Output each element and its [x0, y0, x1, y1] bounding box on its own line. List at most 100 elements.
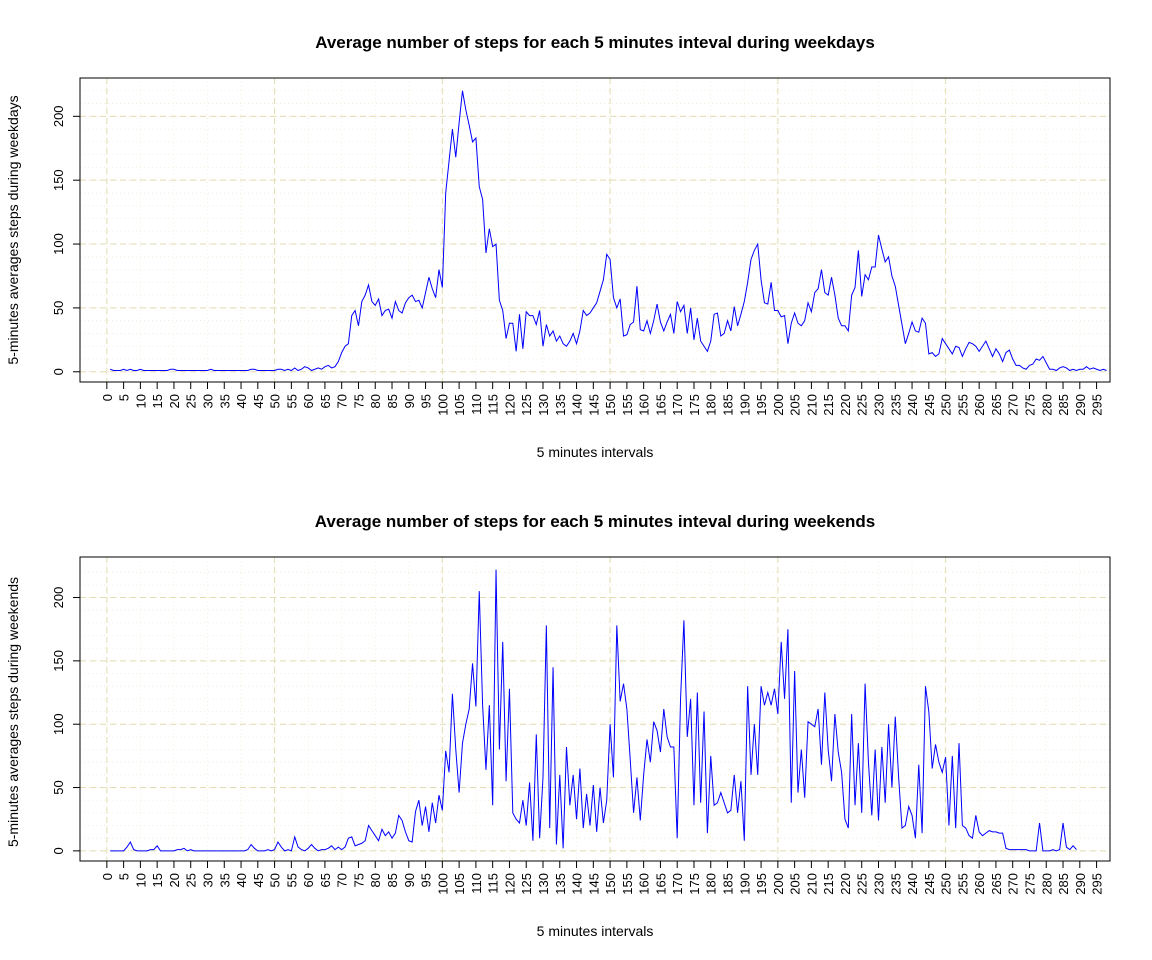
weekdays-x-tick-label: 235	[888, 394, 903, 416]
weekends-x-tick-label: 60	[301, 873, 316, 887]
weekends-x-tick-label: 180	[704, 873, 719, 895]
weekends-x-tick-label: 190	[737, 873, 752, 895]
weekdays-x-tick-label: 225	[855, 394, 870, 416]
weekends-x-tick-label: 0	[100, 873, 115, 880]
weekends-x-tick-label: 285	[1056, 873, 1071, 895]
weekends-series-line	[110, 569, 1077, 852]
weekends-x-tick-label: 80	[368, 873, 383, 887]
weekends-x-tick-label: 225	[855, 873, 870, 895]
weekends-x-tick-label: 120	[502, 873, 517, 895]
weekdays-x-tick-label: 65	[318, 394, 333, 408]
weekends-chart-ylabel: 5-minutes averages steps during weekends	[5, 577, 21, 847]
weekdays-y-tick-label: 0	[51, 368, 66, 375]
weekdays-y-tick-label: 50	[51, 301, 66, 315]
weekends-x-tick-label: 70	[335, 873, 350, 887]
weekdays-x-tick-label: 165	[653, 394, 668, 416]
weekends-x-tick-label: 20	[167, 873, 182, 887]
weekdays-x-tick-label: 170	[670, 394, 685, 416]
weekdays-x-tick-label: 100	[435, 394, 450, 416]
weekends-x-tick-label: 165	[653, 873, 668, 895]
weekdays-x-tick-label: 270	[1006, 394, 1021, 416]
weekends-x-tick-label: 195	[754, 873, 769, 895]
weekdays-chart-plot-box	[79, 77, 1111, 383]
weekends-x-tick-label: 95	[419, 873, 434, 887]
weekdays-chart-grid	[80, 78, 1110, 382]
weekdays-x-tick-label: 145	[586, 394, 601, 416]
weekends-x-tick-label: 115	[486, 873, 501, 894]
weekdays-series-line	[110, 90, 1107, 372]
weekends-x-tick-label: 25	[184, 873, 199, 887]
weekends-x-tick-label: 215	[821, 873, 836, 895]
weekdays-x-tick-label: 20	[167, 394, 182, 408]
weekends-x-tick-label: 140	[570, 873, 585, 895]
weekends-x-tick-label: 75	[351, 873, 366, 887]
weekends-x-tick-label: 35	[217, 873, 232, 887]
weekends-x-tick-label: 100	[435, 873, 450, 895]
weekends-chart-xlabel: 5 minutes intervals	[537, 923, 654, 939]
weekends-x-tick-label: 235	[888, 873, 903, 895]
weekdays-x-tick-label: 90	[402, 394, 417, 408]
weekends-y-tick-label: 50	[51, 780, 66, 794]
weekends-x-tick-label: 125	[519, 873, 534, 895]
weekdays-x-tick-label: 30	[200, 394, 215, 408]
weekends-x-tick-label: 135	[553, 873, 568, 895]
weekdays-x-tick-label: 200	[771, 394, 786, 416]
weekdays-x-tick-label: 35	[217, 394, 232, 408]
weekdays-y-tick-label: 100	[51, 233, 66, 255]
weekends-x-tick-label: 45	[251, 873, 266, 887]
weekdays-x-tick-label: 120	[502, 394, 517, 416]
weekends-x-tick-label: 250	[939, 873, 954, 895]
weekends-x-tick-label: 105	[452, 873, 467, 895]
weekdays-x-tick-label: 255	[955, 394, 970, 416]
weekends-y-tick-label: 150	[51, 650, 66, 672]
weekends-x-tick-label: 50	[268, 873, 283, 887]
weekends-x-tick-label: 85	[385, 873, 400, 887]
weekdays-chart-ylabel: 5-minutes averages steps during weekdays	[5, 95, 21, 364]
weekends-chart: Average number of steps for each 5 minut…	[5, 512, 1111, 939]
weekdays-chart: Average number of steps for each 5 minut…	[5, 33, 1111, 460]
weekends-x-tick-label: 240	[905, 873, 920, 895]
weekdays-x-tick-label: 215	[821, 394, 836, 416]
weekdays-x-tick-label: 195	[754, 394, 769, 416]
weekdays-chart-xlabel: 5 minutes intervals	[537, 444, 654, 460]
weekdays-x-tick-label: 0	[100, 394, 115, 401]
weekdays-x-tick-label: 40	[234, 394, 249, 408]
weekdays-x-tick-label: 275	[1022, 394, 1037, 416]
weekends-x-tick-label: 40	[234, 873, 249, 887]
weekends-x-tick-label: 150	[603, 873, 618, 895]
weekdays-x-tick-label: 95	[419, 394, 434, 408]
weekends-y-tick-label: 0	[51, 847, 66, 854]
weekends-x-tick-label: 200	[771, 873, 786, 895]
weekends-x-tick-label: 280	[1039, 873, 1054, 895]
weekdays-x-tick-label: 280	[1039, 394, 1054, 416]
weekdays-x-tick-label: 25	[184, 394, 199, 408]
weekdays-x-tick-label: 175	[687, 394, 702, 416]
weekdays-y-tick-label: 200	[51, 105, 66, 127]
weekdays-x-tick-label: 220	[838, 394, 853, 416]
weekends-x-tick-label: 110	[469, 873, 484, 894]
weekdays-x-tick-label: 185	[721, 394, 736, 416]
weekends-x-tick-label: 55	[284, 873, 299, 887]
weekdays-x-tick-label: 210	[804, 394, 819, 416]
weekdays-x-tick-label: 190	[737, 394, 752, 416]
weekdays-y-tick-label: 150	[51, 169, 66, 191]
weekends-x-tick-label: 170	[670, 873, 685, 895]
weekends-x-tick-label: 30	[200, 873, 215, 887]
weekdays-x-tick-label: 45	[251, 394, 266, 408]
weekends-x-tick-label: 255	[955, 873, 970, 895]
weekends-x-tick-label: 5	[117, 873, 132, 880]
weekdays-x-tick-label: 260	[972, 394, 987, 416]
weekends-x-tick-label: 210	[804, 873, 819, 895]
weekdays-x-tick-label: 110	[469, 394, 484, 415]
weekends-chart-title: Average number of steps for each 5 minut…	[315, 512, 876, 531]
weekends-x-tick-label: 65	[318, 873, 333, 887]
weekdays-x-tick-label: 290	[1073, 394, 1088, 416]
weekdays-x-tick-label: 130	[536, 394, 551, 416]
weekends-x-tick-label: 295	[1090, 873, 1105, 895]
weekends-y-tick-label: 100	[51, 713, 66, 735]
weekends-x-tick-label: 260	[972, 873, 987, 895]
weekdays-chart-x-axis: 0 5 10 15 20 25 30 35 40 45 50 55 60 65 70 75 80 85 90 95 10…	[100, 382, 1105, 416]
weekdays-x-tick-label: 15	[150, 394, 165, 408]
weekdays-x-tick-label: 140	[570, 394, 585, 416]
